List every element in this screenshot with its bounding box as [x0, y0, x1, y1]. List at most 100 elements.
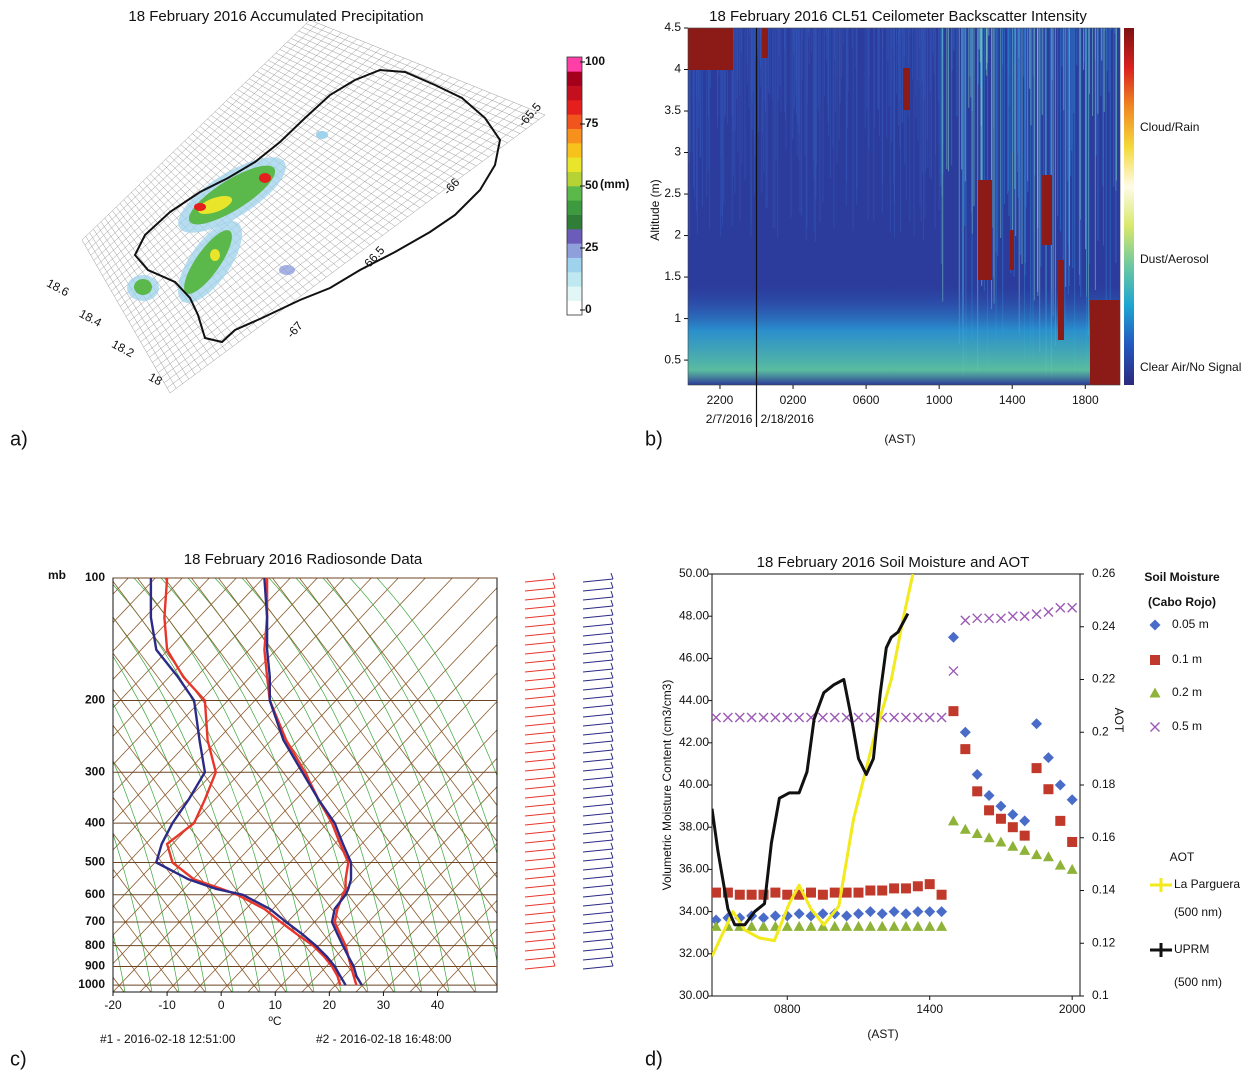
wind-barb — [524, 929, 556, 934]
temperature-line — [263, 578, 358, 986]
wind-barb — [610, 923, 614, 931]
triangle-marker — [1007, 840, 1019, 851]
wind-barb — [552, 734, 556, 742]
y-tick-label: 600 — [85, 887, 105, 901]
wind-barb — [552, 842, 556, 850]
x-marker — [770, 712, 781, 723]
wind-barb — [610, 824, 614, 832]
wind-barb — [524, 587, 556, 592]
mesh-line — [143, 86, 475, 348]
isotherm — [113, 578, 264, 737]
wind-barb — [582, 722, 614, 727]
wind-barb — [610, 869, 614, 877]
y-tick-label: 50.00 — [679, 566, 709, 580]
wind-barb — [524, 605, 556, 610]
wind-barb — [552, 788, 556, 796]
colorbar-band — [567, 186, 582, 201]
x-marker — [984, 613, 995, 624]
moist-adiabat — [160, 578, 342, 992]
heatmap-cloud — [1058, 260, 1064, 340]
colorbar-band — [567, 114, 582, 129]
isotherm — [409, 899, 497, 992]
mesh-line — [105, 45, 373, 281]
square-marker — [924, 879, 935, 890]
y-tick-label: 40.00 — [679, 777, 709, 791]
wind-barb — [582, 695, 614, 700]
moist-adiabat — [241, 578, 423, 992]
isotherm — [301, 786, 497, 992]
lat-tick-label: 18.2 — [109, 337, 136, 360]
chart-title: 18 February 2016 Radiosonde Data — [184, 551, 423, 568]
y-tick-label: 1000 — [78, 977, 105, 991]
y2-tick-label: 0.18 — [1092, 777, 1116, 791]
dry-adiabat — [299, 578, 497, 842]
square-marker — [841, 887, 852, 898]
y-tick-label: 42.00 — [679, 735, 709, 749]
triangle-marker — [1149, 687, 1161, 698]
wind-barb — [582, 911, 614, 916]
chart-title: 18 February 2016 Soil Moisture and AOT — [757, 554, 1030, 571]
triangle-marker — [936, 920, 948, 931]
wind-barb — [552, 941, 556, 949]
wind-barb — [582, 920, 614, 925]
square-marker — [995, 813, 1006, 824]
dry-adiabat — [113, 796, 260, 992]
moist-adiabat — [0, 578, 98, 992]
wind-barb — [552, 833, 556, 841]
lat-tick-label: 18 — [146, 370, 165, 389]
wind-barb — [524, 632, 556, 637]
x-tick-label: 1400 — [999, 393, 1026, 407]
wind-barb — [582, 947, 614, 952]
wind-barb — [524, 803, 556, 808]
triangle-marker — [900, 920, 912, 931]
y-tick-label: 300 — [85, 764, 105, 778]
wind-barb — [524, 641, 556, 646]
x-marker — [889, 712, 900, 723]
diamond-marker — [793, 908, 805, 920]
dry-adiabat — [113, 760, 287, 992]
panel-label: d) — [645, 1048, 663, 1070]
colorbar-tick-label: 100 — [585, 54, 605, 68]
wind-barb — [610, 689, 614, 697]
colorbar-band — [567, 171, 582, 187]
square-marker — [817, 889, 828, 900]
legend-label: #2 - 2016-02-18 16:48:00 — [316, 1032, 452, 1046]
wind-barb — [524, 695, 556, 700]
mesh-line — [161, 105, 522, 378]
wind-barb — [524, 623, 556, 628]
y-tick-label: 2.5 — [664, 186, 681, 200]
wind-barb — [552, 770, 556, 778]
wind-barb — [610, 707, 614, 715]
wind-barb — [524, 794, 556, 799]
panel-label: b) — [645, 428, 663, 450]
diamond-marker — [1149, 619, 1161, 631]
isotherm — [382, 871, 497, 992]
wind-barb — [610, 860, 614, 868]
colorbar-label: Clear Air/No Signal — [1140, 360, 1241, 374]
triangle-marker — [1042, 851, 1054, 862]
isotherm — [274, 757, 497, 992]
diamond-marker — [924, 906, 936, 918]
x-tick-label: 0 — [218, 998, 225, 1012]
isotherm — [113, 578, 210, 680]
diamond-marker — [912, 906, 924, 918]
diamond-marker — [959, 726, 971, 738]
wind-barb — [524, 713, 556, 718]
triangle-marker — [852, 920, 864, 931]
lon-tick-label: -65.5 — [515, 100, 544, 130]
wind-barb — [610, 662, 614, 670]
triangle-marker — [1054, 859, 1066, 870]
wind-barb — [552, 869, 556, 877]
colorbar-band — [567, 100, 582, 115]
wind-barb — [552, 581, 556, 589]
square-marker — [829, 887, 840, 898]
wind-barb — [582, 614, 614, 619]
wind-barb — [552, 608, 556, 616]
triangle-marker — [1019, 844, 1031, 855]
diamond-marker — [769, 910, 781, 922]
wind-barb — [582, 875, 614, 880]
isotherm — [0, 578, 47, 992]
dry-adiabat — [113, 724, 314, 992]
wind-barb — [582, 596, 614, 601]
square-marker — [758, 889, 769, 900]
